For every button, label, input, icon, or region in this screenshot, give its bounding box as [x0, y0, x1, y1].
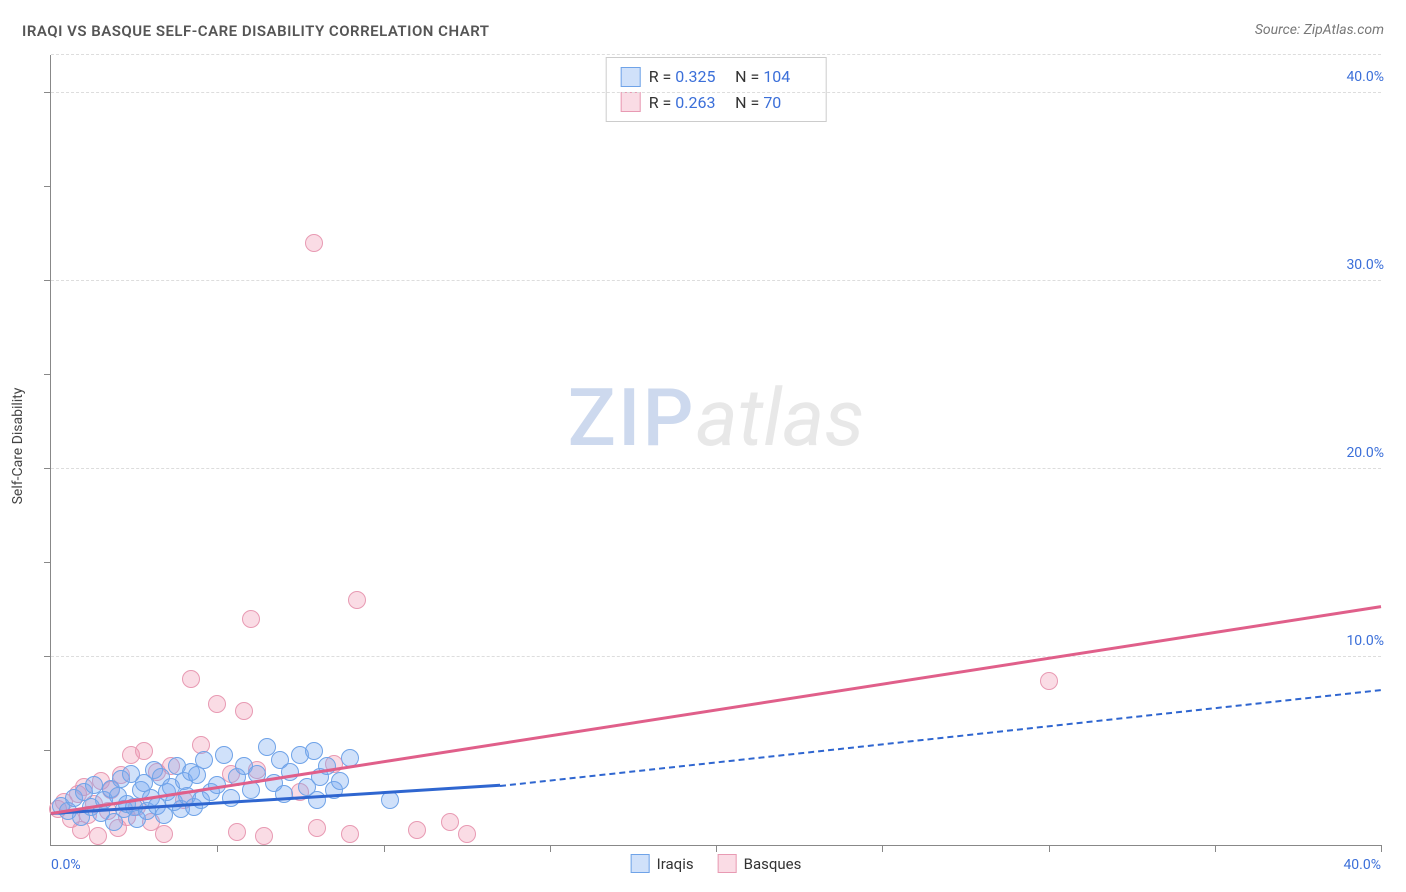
stats-legend-box: R = 0.325 N = 104R = 0.263 N = 70	[606, 57, 827, 122]
x-legend: Iraqis Basques	[631, 854, 802, 873]
source-label: Source: ZipAtlas.com	[1255, 22, 1384, 38]
point-iraqis	[305, 742, 323, 760]
point-basques	[341, 825, 359, 843]
swatch-blue	[631, 854, 650, 873]
x-tick-label: 0.0%	[51, 857, 81, 873]
point-iraqis	[331, 772, 349, 790]
point-basques	[242, 610, 260, 628]
y-tick	[44, 468, 51, 469]
point-basques	[135, 742, 153, 760]
point-basques	[228, 823, 246, 841]
x-tick	[550, 845, 551, 852]
y-tick-label: 10.0%	[1340, 633, 1384, 649]
legend-label: Basques	[744, 855, 802, 873]
y-tick	[44, 374, 51, 375]
watermark-zip: ZIP	[568, 371, 696, 465]
point-iraqis	[195, 751, 213, 769]
gridline-h	[51, 468, 1381, 469]
x-tick-label: 40.0%	[1343, 857, 1381, 873]
y-tick	[44, 92, 51, 93]
point-iraqis	[222, 789, 240, 807]
y-axis-title: Self-Care Disability	[10, 388, 26, 505]
point-basques	[235, 702, 253, 720]
y-tick-label: 30.0%	[1340, 257, 1384, 273]
y-tick	[44, 562, 51, 563]
plot-area: ZIPatlas R = 0.325 N = 104R = 0.263 N = …	[50, 55, 1381, 846]
x-tick	[716, 845, 717, 852]
stats-row-pink: R = 0.263 N = 70	[621, 90, 812, 116]
stats-text: R = 0.325 N = 104	[649, 64, 812, 90]
trendline-blue-dashed	[500, 689, 1381, 787]
point-iraqis	[215, 746, 233, 764]
point-basques	[155, 825, 173, 843]
y-tick-label: 40.0%	[1340, 69, 1384, 85]
legend-label: Iraqis	[657, 855, 694, 873]
point-basques	[305, 234, 323, 252]
legend-item-pink: Basques	[718, 854, 802, 873]
y-tick	[44, 656, 51, 657]
point-iraqis	[308, 791, 326, 809]
point-basques	[255, 827, 273, 845]
point-basques	[1040, 672, 1058, 690]
gridline-h	[51, 280, 1381, 281]
y-tick-label: 20.0%	[1340, 445, 1384, 461]
watermark-atlas: atlas	[696, 371, 865, 465]
x-tick	[384, 845, 385, 852]
point-basques	[308, 819, 326, 837]
point-basques	[408, 821, 426, 839]
point-basques	[182, 670, 200, 688]
x-tick	[882, 845, 883, 852]
y-tick	[44, 750, 51, 751]
point-basques	[208, 695, 226, 713]
point-basques	[348, 591, 366, 609]
y-tick	[44, 280, 51, 281]
gridline-h	[51, 54, 1381, 55]
swatch-pink	[621, 92, 641, 112]
gridline-h	[51, 656, 1381, 657]
x-tick	[1381, 845, 1382, 852]
x-tick	[217, 845, 218, 852]
stats-text: R = 0.263 N = 70	[649, 90, 812, 116]
swatch-pink	[718, 854, 737, 873]
x-tick	[1049, 845, 1050, 852]
point-basques	[89, 827, 107, 845]
chart-title: IRAQI VS BASQUE SELF-CARE DISABILITY COR…	[22, 22, 490, 40]
y-tick	[44, 186, 51, 187]
swatch-blue	[621, 67, 641, 87]
stats-row-blue: R = 0.325 N = 104	[621, 64, 812, 90]
point-basques	[441, 813, 459, 831]
point-basques	[458, 825, 476, 843]
watermark: ZIPatlas	[568, 371, 865, 465]
legend-item-blue: Iraqis	[631, 854, 694, 873]
gridline-h	[51, 92, 1381, 93]
x-tick	[1215, 845, 1216, 852]
